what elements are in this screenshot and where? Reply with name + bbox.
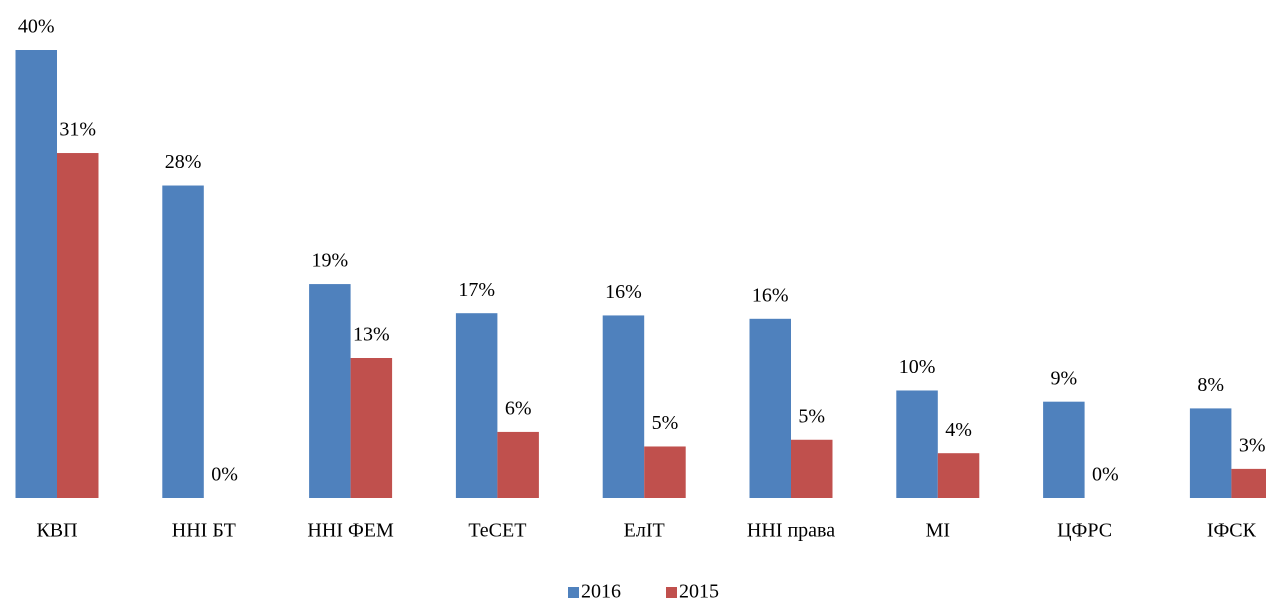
bar bbox=[749, 318, 791, 498]
x-tick-label: ІФСК bbox=[1207, 520, 1257, 542]
data-label: 28% bbox=[165, 151, 202, 173]
data-label: 9% bbox=[1051, 367, 1078, 389]
data-label: 17% bbox=[458, 279, 495, 301]
data-label: 19% bbox=[312, 250, 349, 272]
bar bbox=[497, 431, 539, 498]
bar bbox=[937, 453, 980, 498]
x-tick-label: МІ bbox=[926, 520, 950, 542]
data-label: 0% bbox=[1092, 464, 1119, 486]
bar bbox=[896, 390, 938, 498]
data-label: 5% bbox=[798, 405, 825, 427]
x-tick-label: ЦФРС bbox=[1057, 520, 1112, 542]
data-label: 31% bbox=[59, 119, 96, 141]
x-tick-label: ННІ ФЕМ bbox=[307, 520, 394, 542]
data-label: 8% bbox=[1197, 374, 1224, 396]
x-tick-label: ТеСЕТ bbox=[468, 520, 526, 542]
data-label: 13% bbox=[353, 324, 390, 346]
data-label: 6% bbox=[505, 398, 532, 420]
bar bbox=[57, 153, 99, 499]
x-tick-label: ЕлІТ bbox=[624, 520, 665, 542]
bar bbox=[1189, 408, 1232, 498]
bar bbox=[309, 284, 351, 498]
bar bbox=[350, 358, 393, 498]
data-label: 16% bbox=[605, 281, 642, 303]
data-label: 0% bbox=[211, 464, 238, 486]
bar bbox=[1043, 401, 1085, 498]
bar bbox=[602, 315, 645, 498]
data-label: 3% bbox=[1239, 434, 1266, 456]
legend-swatch bbox=[666, 587, 677, 598]
data-label: 16% bbox=[752, 284, 789, 306]
bar bbox=[15, 50, 57, 498]
bar bbox=[455, 313, 498, 498]
legend-swatch bbox=[568, 587, 579, 598]
data-label: 5% bbox=[652, 412, 679, 434]
bar bbox=[644, 446, 686, 498]
legend-label: 2016 bbox=[581, 581, 621, 603]
x-tick-label: ННІ права bbox=[747, 520, 835, 542]
bar bbox=[791, 439, 833, 498]
x-tick-label: КВП bbox=[36, 520, 77, 542]
data-label: 4% bbox=[945, 419, 972, 441]
legend-label: 2015 bbox=[679, 581, 719, 603]
data-label: 40% bbox=[18, 16, 55, 38]
bar bbox=[162, 185, 204, 498]
data-label: 10% bbox=[899, 356, 936, 378]
bar bbox=[1231, 468, 1266, 498]
x-tick-label: ННІ БТ bbox=[172, 520, 236, 542]
